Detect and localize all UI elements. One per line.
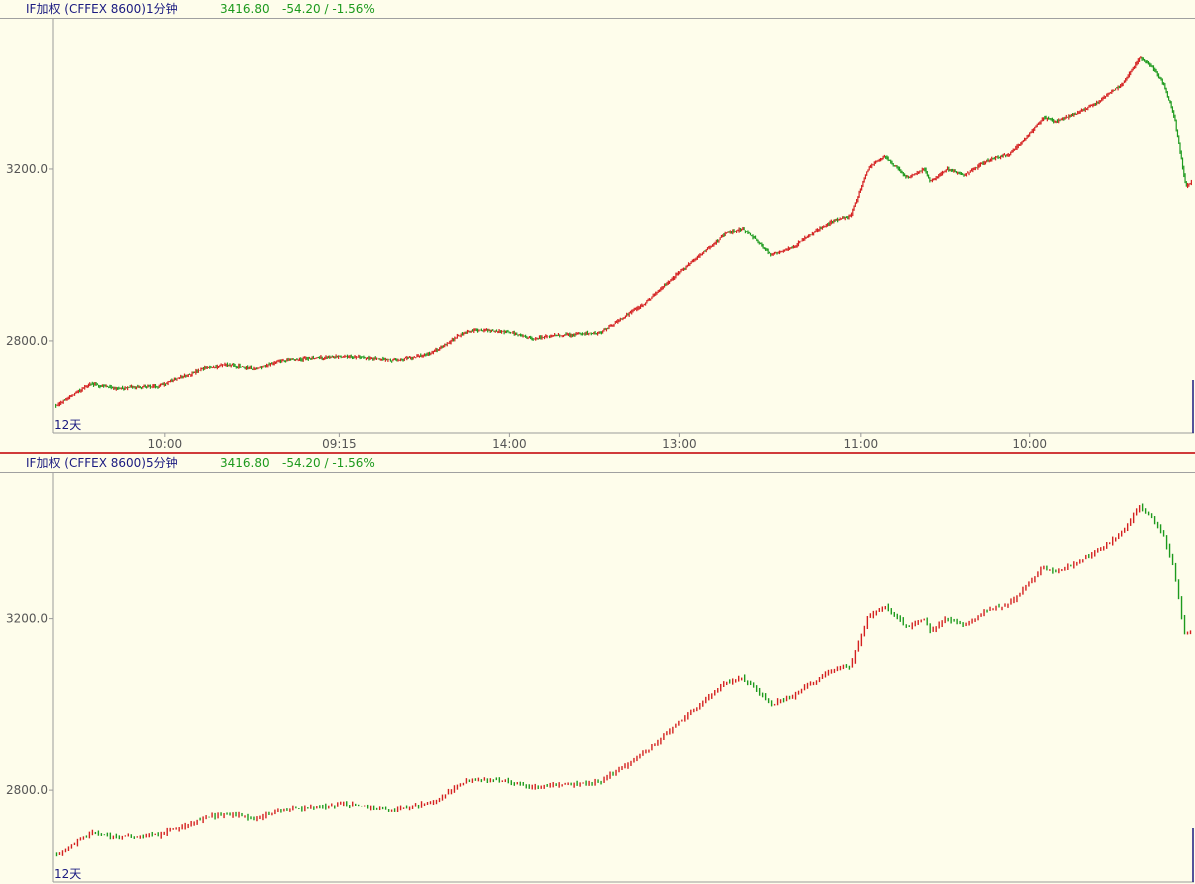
y-tick-label: 2800.0 — [6, 334, 48, 348]
panel-divider[interactable] — [0, 452, 1195, 454]
x-tick-label: 13:00 — [662, 437, 697, 451]
symbol-label: IF加权 (CFFEX 8600)1分钟 — [26, 2, 178, 16]
price-change: -54.20 / -1.56% — [282, 456, 375, 470]
candlestick-chart-5min[interactable]: 2800.0 3200.0 12天 — [0, 454, 1195, 884]
symbol-label: IF加权 (CFFEX 8600)5分钟 — [26, 456, 178, 470]
chart-panel-1min: IF加权 (CFFEX 8600)1分钟 3416.80 -54.20 / -1… — [0, 0, 1195, 452]
price-change: -54.20 / -1.56% — [282, 2, 375, 16]
x-tick-label: 09:15 — [322, 437, 357, 451]
y-tick-label: 3200.0 — [6, 162, 48, 176]
y-tick-label: 2800.0 — [6, 783, 48, 797]
x-tick-label: 11:00 — [844, 437, 879, 451]
chart-panel-5min: IF加权 (CFFEX 8600)5分钟 3416.80 -54.20 / -1… — [0, 454, 1195, 884]
x-tick-label: 10:00 — [1012, 437, 1047, 451]
candles — [55, 503, 1192, 857]
last-price: 3416.80 — [220, 456, 270, 470]
x-tick-label: 10:00 — [148, 437, 183, 451]
days-label: 12天 — [54, 418, 81, 432]
days-label: 12天 — [54, 867, 81, 881]
candlestick-chart-1min[interactable]: 2800.0 3200.0 10:00 09:15 14:00 13:00 11:00 10:… — [0, 0, 1195, 452]
chart-header: IF加权 (CFFEX 8600)1分钟 3416.80 -54.20 / -1… — [0, 0, 1195, 19]
chart-header: IF加权 (CFFEX 8600)5分钟 3416.80 -54.20 / -1… — [0, 454, 1195, 473]
x-tick-label: 14:00 — [492, 437, 527, 451]
last-price: 3416.80 — [220, 2, 270, 16]
y-tick-label: 3200.0 — [6, 612, 48, 626]
candles — [55, 56, 1192, 408]
